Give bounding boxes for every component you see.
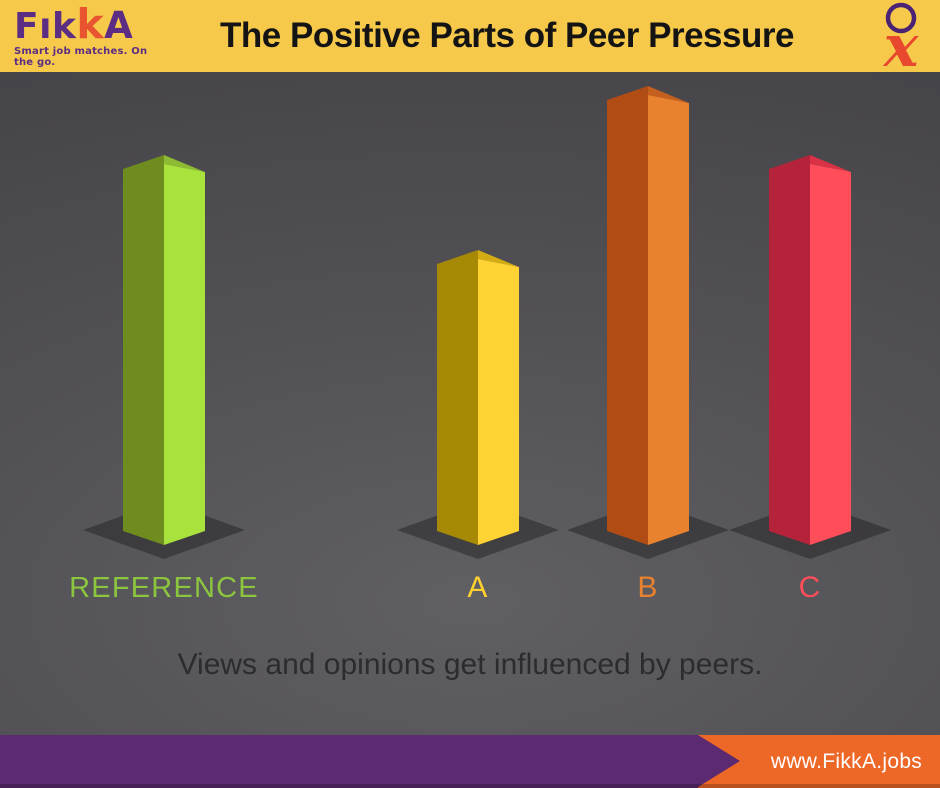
person-head-circle: [885, 2, 917, 34]
bar-left-face: [607, 86, 648, 545]
person-icon-svg: x: [882, 2, 920, 70]
footer-bottom-shade: [0, 784, 940, 788]
bar-left-face: [123, 155, 164, 545]
bar-right-face: [648, 95, 689, 545]
bar-label: C: [799, 571, 822, 604]
footer-url[interactable]: www.FikkA.jobs: [770, 749, 923, 773]
logo-tagline: Smart job matches. On the go.: [14, 46, 148, 68]
bar-label: B: [637, 571, 658, 604]
bar-right-face: [478, 259, 519, 545]
bar-right-face: [810, 164, 851, 545]
footer-url-ribbon: www.FikkA.jobs: [698, 735, 940, 788]
bar-top-face: [810, 155, 851, 172]
fikka-logo: FıkkA Smart job matches. On the go.: [0, 4, 152, 69]
person-body-x: x: [882, 12, 920, 70]
person-icon: x: [862, 2, 940, 70]
bar-right-face: [164, 164, 205, 545]
chevron-right-icon: [698, 735, 740, 787]
logo-letter: ı: [39, 6, 52, 47]
caption: Views and opinions get influenced by pee…: [177, 648, 763, 681]
page-title: The Positive Parts of Peer Pressure: [220, 16, 794, 55]
bar-label: REFERENCE: [69, 572, 259, 604]
footer: www.FikkA.jobs: [0, 735, 940, 788]
bar-top-face: [164, 155, 205, 172]
bar-label: A: [467, 571, 488, 604]
bar-chart: REFERENCE A B C: [69, 86, 891, 604]
logo-letter: F: [14, 6, 40, 47]
bar-top-face: [648, 86, 689, 103]
bar-top-face: [478, 250, 519, 267]
bar-left-face: [769, 155, 810, 545]
logo-letter: k: [76, 0, 105, 48]
header: FıkkA Smart job matches. On the go. The …: [0, 0, 940, 72]
fikka-logo-wordmark: FıkkA: [14, 4, 152, 45]
chart-area: REFERENCE A B C Views and opinions get infl…: [0, 72, 940, 735]
logo-letter: A: [104, 4, 134, 47]
bar-left-face: [437, 250, 478, 545]
logo-letter: k: [51, 6, 77, 47]
